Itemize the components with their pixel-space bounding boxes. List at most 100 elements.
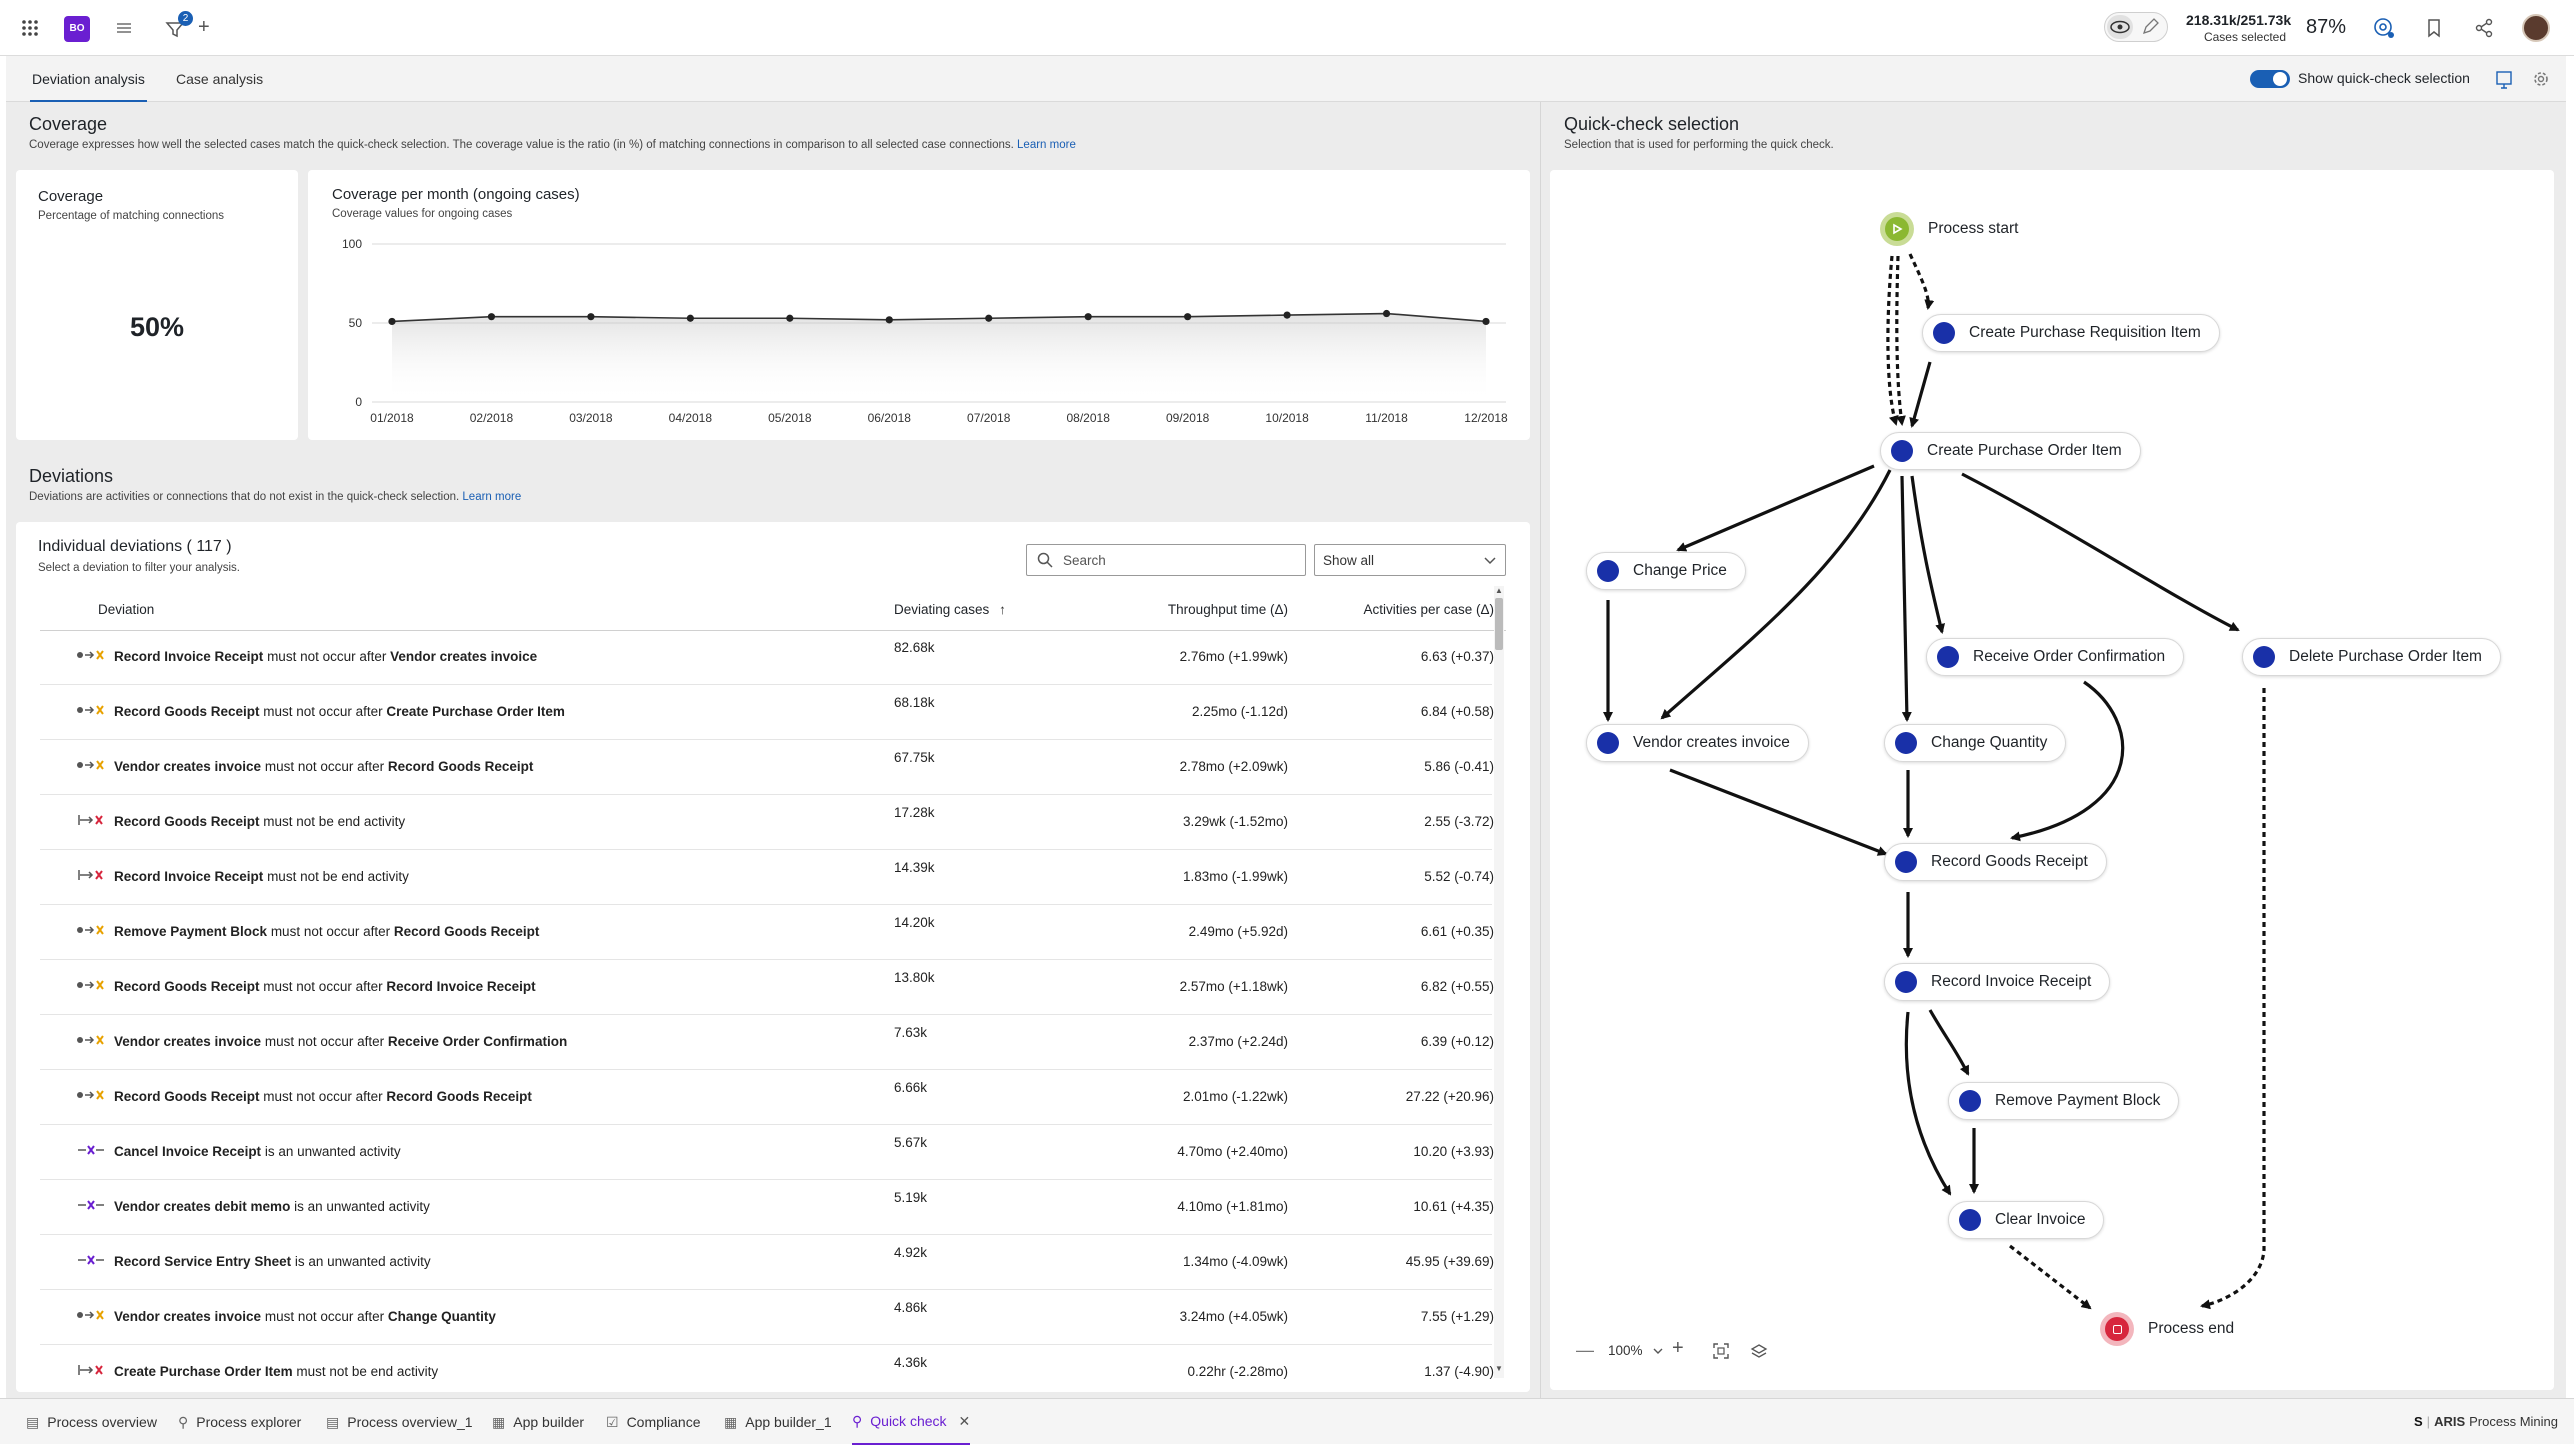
quick-check-toggle[interactable]: [2250, 70, 2290, 88]
data-point[interactable]: [1283, 311, 1291, 319]
coverage-chart-card: Coverage per month (ongoing cases) Cover…: [308, 170, 1530, 440]
table-row[interactable]: Record Invoice Receipt must not occur af…: [40, 630, 1494, 685]
apps-grid-icon[interactable]: [20, 18, 40, 38]
cases-selected-label: Cases selected: [2203, 30, 2286, 44]
node-record-goods-receipt[interactable]: Record Goods Receipt: [1884, 843, 2107, 881]
scroll-up-arrow[interactable]: ▲: [1495, 586, 1503, 595]
data-point[interactable]: [885, 316, 893, 324]
tab-case-analysis[interactable]: Case analysis: [176, 71, 264, 87]
bottom-tab-process-overview[interactable]: ▤ Process overview: [26, 1399, 157, 1445]
data-point[interactable]: [487, 313, 496, 321]
bottom-tab-app-builder[interactable]: ▦ App builder: [492, 1399, 584, 1445]
data-point[interactable]: [985, 314, 993, 322]
deviation-activity: Record Service Entry Sheet: [114, 1254, 292, 1269]
table-row[interactable]: Create Purchase Order Item must not be e…: [40, 1345, 1494, 1392]
x-tick-label: 05/2018: [768, 411, 812, 425]
deviation-text: Vendor creates invoice must not occur af…: [114, 759, 533, 774]
data-point[interactable]: [587, 313, 595, 321]
data-point[interactable]: [388, 317, 396, 326]
activity-icon: [1959, 1209, 1981, 1231]
search-input[interactable]: Search: [1026, 544, 1306, 576]
deviation-activity: Vendor creates invoice: [114, 759, 262, 774]
y-tick-label: 50: [349, 316, 363, 330]
node-vendor-creates-invoice[interactable]: Vendor creates invoice: [1586, 724, 1809, 762]
view-edit-toggle[interactable]: [2104, 12, 2168, 42]
deviations-learn-more-link[interactable]: Learn more: [462, 491, 522, 503]
table-row[interactable]: Record Service Entry Sheet is an unwante…: [40, 1235, 1494, 1290]
node-change-quantity[interactable]: Change Quantity: [1884, 724, 2067, 762]
node-delete-purchase-order-item[interactable]: Delete Purchase Order Item: [2242, 638, 2501, 676]
aris-logo-icon: S: [2414, 1414, 2423, 1429]
column-header-throughput-time[interactable]: Throughput time (Δ): [1167, 602, 1288, 617]
column-header-activities-per-case[interactable]: Activities per case (Δ): [1363, 602, 1494, 617]
layers-icon[interactable]: [1750, 1342, 1768, 1365]
zoom-in-icon[interactable]: +: [1672, 1337, 1684, 1359]
sequence-icon: [76, 758, 106, 775]
user-avatar[interactable]: [2522, 14, 2550, 42]
table-row[interactable]: Record Goods Receipt must not occur afte…: [40, 1070, 1494, 1125]
settings-icon[interactable]: [2530, 68, 2552, 95]
data-point[interactable]: [1084, 313, 1092, 321]
node-change-price[interactable]: Change Price: [1586, 552, 1746, 590]
chart-title: Coverage per month (ongoing cases): [332, 186, 580, 203]
deviation-text: Record Goods Receipt must not occur afte…: [114, 704, 565, 719]
data-point[interactable]: [1184, 313, 1192, 321]
zoom-level-value[interactable]: 100%: [1608, 1343, 1643, 1358]
node-remove-payment-block[interactable]: Remove Payment Block: [1948, 1082, 2180, 1120]
table-row[interactable]: Record Invoice Receipt must not be end a…: [40, 850, 1494, 905]
fit-to-screen-icon[interactable]: [1712, 1342, 1730, 1365]
add-icon[interactable]: +: [198, 16, 210, 38]
table-row[interactable]: Vendor creates debit memo is an unwanted…: [40, 1180, 1494, 1235]
table-row[interactable]: Vendor creates invoice must not occur af…: [40, 1015, 1494, 1070]
bookmark-icon[interactable]: [2424, 18, 2444, 43]
zoom-chevron-down-icon[interactable]: [1652, 1344, 1664, 1362]
process-start-node[interactable]: [1880, 212, 1914, 246]
bottom-tab-compliance[interactable]: ☑ Compliance: [606, 1399, 701, 1445]
node-create-purchase-order-item[interactable]: Create Purchase Order Item: [1880, 432, 2141, 470]
data-point[interactable]: [786, 314, 794, 322]
tab-deviation-analysis[interactable]: Deviation analysis: [30, 56, 147, 102]
table-row[interactable]: Record Goods Receipt must not occur afte…: [40, 960, 1494, 1015]
process-end-node[interactable]: [2100, 1312, 2134, 1346]
node-receive-order-confirmation[interactable]: Receive Order Confirmation: [1926, 638, 2185, 676]
activities-per-case-value: 6.84 (+0.58): [1420, 704, 1494, 719]
table-scrollbar[interactable]: ▲ ▼: [1494, 586, 1504, 1378]
zoom-out-icon[interactable]: —: [1576, 1340, 1594, 1360]
edge-dpoi-end: [2200, 688, 2266, 1310]
scroll-thumb[interactable]: [1495, 598, 1503, 650]
table-row[interactable]: Record Goods Receipt must not occur afte…: [40, 685, 1494, 740]
column-header-deviating-cases[interactable]: Deviating cases ↑: [894, 602, 1006, 617]
data-point[interactable]: [1382, 309, 1391, 318]
close-tab-icon[interactable]: ✕: [958, 1413, 971, 1429]
data-point[interactable]: [1482, 317, 1490, 326]
data-point[interactable]: [686, 314, 694, 322]
show-all-select[interactable]: Show all: [1314, 544, 1506, 576]
table-row[interactable]: Vendor creates invoice must not occur af…: [40, 740, 1494, 795]
edge-roc-rgr: [2010, 680, 2125, 842]
deviating-cases-value: 17.28k: [894, 805, 935, 820]
coverage-learn-more-link[interactable]: Learn more: [1017, 139, 1076, 151]
table-row[interactable]: Vendor creates invoice must not occur af…: [40, 1290, 1494, 1345]
bottom-tab-app-builder-1[interactable]: ▦ App builder_1: [724, 1399, 832, 1445]
scroll-down-arrow[interactable]: ▼: [1495, 1364, 1503, 1373]
node-record-invoice-receipt[interactable]: Record Invoice Receipt: [1884, 963, 2111, 1001]
menu-icon[interactable]: [114, 18, 134, 38]
node-clear-invoice[interactable]: Clear Invoice: [1948, 1201, 2105, 1239]
workspace-avatar[interactable]: BO: [64, 16, 90, 42]
column-header-deviation[interactable]: Deviation: [98, 602, 155, 617]
deviation-text: Record Goods Receipt must not occur afte…: [114, 979, 536, 994]
table-row[interactable]: Cancel Invoice Receipt is an unwanted ac…: [40, 1125, 1494, 1180]
table-row[interactable]: Remove Payment Block must not occur afte…: [40, 905, 1494, 960]
share-icon[interactable]: [2474, 18, 2494, 43]
node-create-purchase-requisition-item[interactable]: Create Purchase Requisition Item: [1922, 314, 2220, 352]
bottom-tab-process-overview-1[interactable]: ▤ Process overview_1: [326, 1399, 473, 1445]
bottom-tab-quick-check[interactable]: ⚲ Quick check ✕: [852, 1399, 971, 1445]
bottom-tab-process-explorer[interactable]: ⚲ Process explorer: [178, 1399, 301, 1445]
table-row[interactable]: Record Goods Receipt must not be end act…: [40, 795, 1494, 850]
export-icon[interactable]: [2494, 68, 2516, 95]
edge-cpri-cpoi: [1909, 361, 1932, 428]
monitor-icon[interactable]: [2372, 16, 2396, 45]
edge-vci-rgr: [1669, 768, 1888, 856]
cases-selected-value: 218.31k/251.73k: [2186, 12, 2292, 28]
x-tick-label: 07/2018: [967, 411, 1011, 425]
